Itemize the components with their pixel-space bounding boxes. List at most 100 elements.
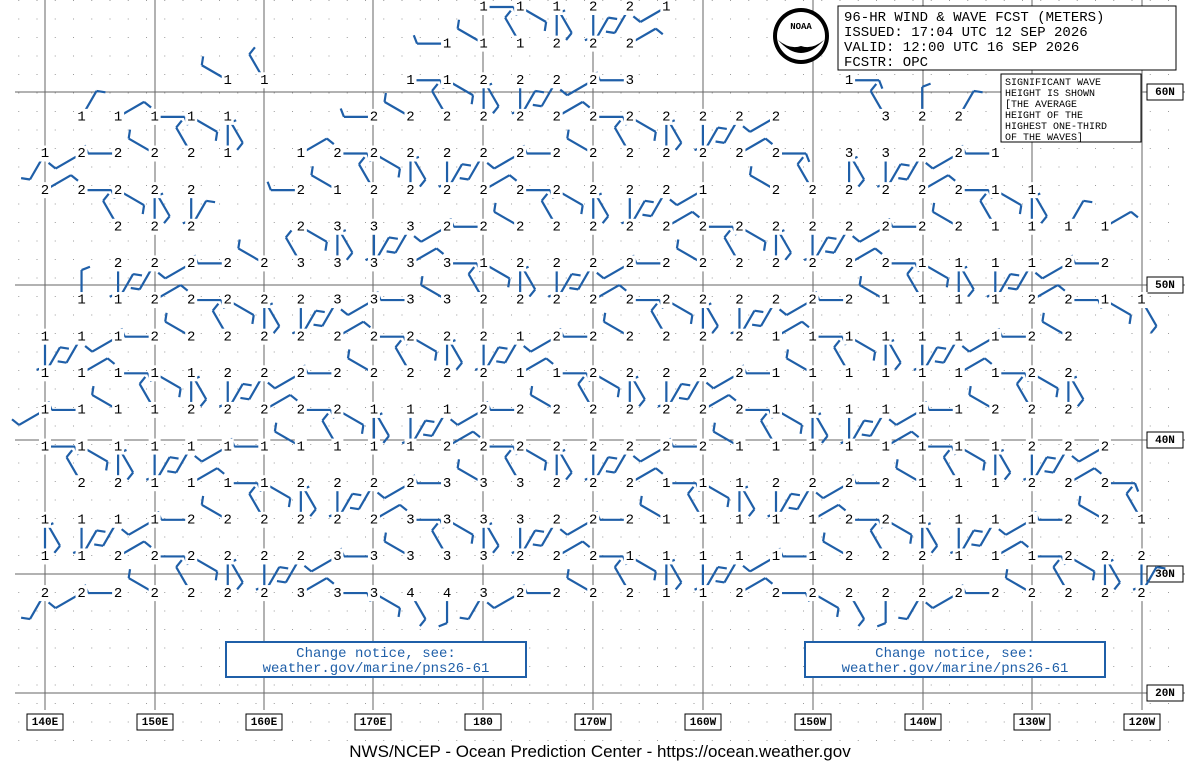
wave-label-bg bbox=[550, 35, 563, 52]
wave-height: 2 bbox=[187, 586, 195, 602]
wind-barb-flag bbox=[127, 569, 132, 579]
wave-label-bg bbox=[112, 328, 125, 345]
wave-label-bg bbox=[916, 145, 929, 162]
wave-height: 1 bbox=[955, 256, 963, 272]
wave-height: 1 bbox=[370, 403, 378, 419]
wave-label-bg bbox=[1062, 255, 1075, 272]
wave-label-bg bbox=[441, 292, 454, 309]
wind-barb-flag bbox=[858, 275, 863, 286]
wave-label-bg bbox=[550, 511, 563, 528]
wave-height: 1 bbox=[699, 183, 707, 199]
wave-label-bg bbox=[75, 292, 88, 309]
wind-barb-flag bbox=[266, 181, 272, 191]
wind-barb-flag bbox=[728, 394, 737, 402]
wind-barb-flag bbox=[528, 288, 537, 298]
wind-barb-flag bbox=[618, 284, 627, 292]
wave-height: 2 bbox=[626, 146, 634, 162]
wave-label-bg bbox=[1025, 438, 1038, 455]
wave-label-bg bbox=[733, 401, 746, 418]
wave-height: 2 bbox=[589, 293, 597, 309]
lon-label-box bbox=[354, 713, 392, 731]
wave-height: 1 bbox=[1137, 293, 1145, 309]
wave-label-bg bbox=[294, 328, 307, 345]
wave-label-bg bbox=[696, 182, 709, 199]
wave-label-bg bbox=[185, 548, 198, 565]
wave-label-bg bbox=[1135, 292, 1148, 309]
wave-height: 2 bbox=[772, 586, 780, 602]
wave-label-bg bbox=[733, 365, 746, 382]
wind-barb-flag bbox=[577, 376, 585, 385]
wave-label-bg bbox=[258, 438, 271, 455]
wind-barb-flag bbox=[397, 607, 402, 618]
wind-barb-flag bbox=[310, 166, 314, 176]
wave-height: 2 bbox=[41, 586, 49, 602]
wind-barb-flag bbox=[608, 16, 618, 21]
wind-barb-flag bbox=[1007, 286, 1018, 291]
wind-barb-flag bbox=[534, 529, 545, 533]
wave-height: 1 bbox=[881, 293, 889, 309]
wind-barb-flag bbox=[1091, 571, 1096, 581]
wave-height: 2 bbox=[333, 146, 341, 162]
wave-label-bg bbox=[221, 438, 234, 455]
wave-height: 1 bbox=[77, 293, 85, 309]
lon-label-box bbox=[574, 713, 612, 731]
wave-label-bg bbox=[623, 328, 636, 345]
wind-barb-flag bbox=[742, 564, 751, 573]
wave-label-bg bbox=[258, 72, 271, 89]
wave-height: 2 bbox=[881, 183, 889, 199]
wind-barb-flag bbox=[872, 351, 877, 361]
lon-label-box bbox=[136, 713, 174, 731]
wave-label-bg bbox=[916, 108, 929, 125]
wind-barb-flag bbox=[248, 46, 256, 55]
wave-height: 2 bbox=[443, 219, 451, 235]
wave-height: 2 bbox=[479, 219, 487, 235]
wind-barb-flag bbox=[431, 83, 439, 92]
wave-label-bg bbox=[404, 475, 417, 492]
wave-label-bg bbox=[550, 182, 563, 199]
wave-height: 2 bbox=[224, 549, 232, 565]
wind-barb-flag bbox=[214, 131, 219, 141]
wave-height: 2 bbox=[516, 293, 524, 309]
wave-label-bg bbox=[441, 108, 454, 125]
wave-height: 2 bbox=[443, 183, 451, 199]
wave-height: 2 bbox=[479, 329, 487, 345]
wind-barb-flag bbox=[910, 430, 920, 439]
wind-barb-flag bbox=[438, 622, 448, 628]
wave-height: 2 bbox=[1101, 586, 1109, 602]
wave-label-bg bbox=[514, 548, 527, 565]
wave-height: 2 bbox=[297, 329, 305, 345]
wind-barb-flag bbox=[581, 540, 591, 548]
wave-label-bg bbox=[733, 108, 746, 125]
wind-barb-flag bbox=[788, 506, 798, 511]
wind-barb-flag bbox=[869, 522, 878, 532]
wind-barb-flag bbox=[214, 571, 219, 581]
wave-height: 1 bbox=[991, 476, 999, 492]
wave-height: 2 bbox=[845, 293, 853, 309]
wave-height: 2 bbox=[589, 146, 597, 162]
wave-label-bg bbox=[879, 108, 892, 125]
wave-label-bg bbox=[294, 182, 307, 199]
wave-height: 1 bbox=[516, 36, 524, 52]
lat-label: 60N bbox=[1155, 87, 1175, 99]
lat-label: 30N bbox=[1155, 569, 1175, 581]
wind-barb-flag bbox=[1052, 559, 1060, 568]
wind-barb-flag bbox=[712, 422, 716, 432]
wave-label-bg bbox=[75, 438, 88, 455]
logo-text: NOAA bbox=[790, 22, 812, 32]
wave-height: 2 bbox=[1064, 439, 1072, 455]
wind-barb-flag bbox=[130, 286, 140, 291]
wave-label-bg bbox=[331, 145, 344, 162]
wind-barb-flag bbox=[143, 540, 152, 548]
wave-height: 1 bbox=[114, 403, 122, 419]
wave-height: 2 bbox=[370, 183, 378, 199]
wave-label-bg bbox=[660, 0, 673, 15]
wind-barb-flag bbox=[650, 302, 658, 312]
wind-barb-flag bbox=[242, 382, 252, 387]
wave-label-bg bbox=[148, 365, 161, 382]
wave-height: 1 bbox=[772, 366, 780, 382]
wave-label-bg bbox=[696, 218, 709, 235]
wave-height: 1 bbox=[808, 403, 816, 419]
wave-label-bg bbox=[75, 401, 88, 418]
wave-label-bg bbox=[952, 145, 965, 162]
wind-barb-flag bbox=[687, 486, 695, 495]
